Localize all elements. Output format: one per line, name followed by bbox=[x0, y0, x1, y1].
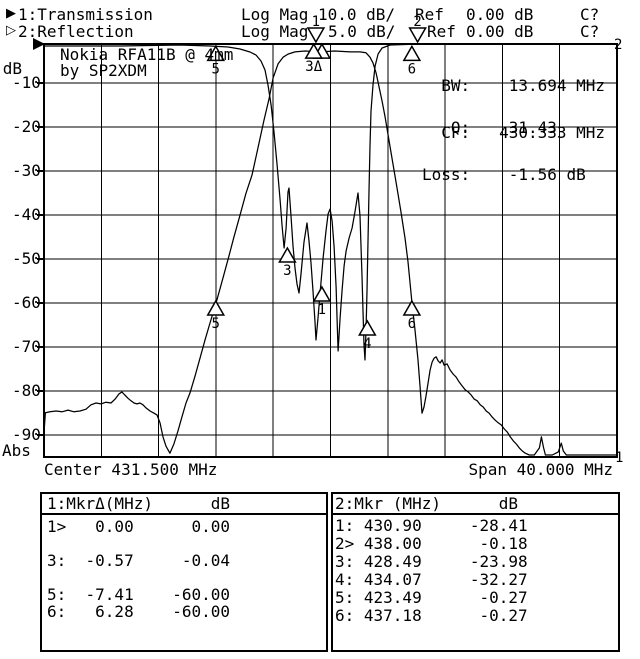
y-tick-50: -50 bbox=[12, 249, 41, 268]
center-frequency-label: Center 431.500 MHz bbox=[44, 460, 218, 479]
marker-table-transmission: 1:MkrΔ(MHz) dB 1> 0.00 0.00 3: -0.57 -0.… bbox=[40, 492, 328, 652]
trace-transmission bbox=[43, 50, 618, 456]
trace-reflection bbox=[43, 43, 618, 361]
marker-label: 1 bbox=[318, 302, 326, 318]
active-marker-icon bbox=[306, 27, 326, 44]
marker-row bbox=[42, 535, 326, 552]
marker-row: 5: 423.49 -0.27 bbox=[335, 588, 528, 607]
marker-icon bbox=[402, 44, 422, 62]
device-subtitle: by SP2XDM bbox=[60, 61, 147, 80]
marker-row: 6: 437.18 -0.27 bbox=[335, 606, 528, 625]
marker-row: 1: 430.90 -28.41 bbox=[335, 516, 528, 535]
marker-icon bbox=[358, 319, 377, 336]
q-loss-readout: Q: 31.43 Loss: -1.56 dB bbox=[422, 88, 586, 214]
cf-readout: CF: 430.333 MHz bbox=[422, 123, 606, 142]
marker-icon bbox=[402, 299, 422, 316]
marker-row: 3: 428.49 -23.98 bbox=[335, 552, 528, 571]
marker-table-2-header: 2:Mkr (MHz) dB bbox=[333, 494, 618, 515]
trace2-ref-label: Ref bbox=[427, 22, 456, 41]
trace1-ref-label: Ref bbox=[415, 5, 444, 24]
trace1-label: 1:Transmission bbox=[18, 5, 153, 24]
marker-label: 1 bbox=[312, 14, 320, 30]
marker-label: 2 bbox=[413, 14, 421, 30]
marker-row: 5: -7.41 -60.00 bbox=[47, 585, 231, 604]
marker-row: 3: -0.57 -0.04 bbox=[47, 551, 231, 570]
trace2-scale: 5.0 dB/ bbox=[328, 22, 396, 41]
marker-label: 6 bbox=[408, 61, 416, 77]
marker-label: 3Δ bbox=[305, 59, 322, 75]
marker-icon bbox=[278, 246, 297, 263]
marker-label: 5 bbox=[212, 61, 220, 77]
marker-icon bbox=[304, 42, 324, 59]
device-title: Nokia RFA11B @ 4mm bbox=[60, 45, 234, 64]
marker-icon bbox=[206, 299, 226, 316]
trace1-format: Log Mag bbox=[241, 5, 309, 24]
trace2-ref-value: 0.00 dB bbox=[466, 22, 534, 41]
trace1-scale: 10.0 dB/ bbox=[318, 5, 396, 24]
marker-label: 6 bbox=[408, 316, 416, 332]
trace2-arrow-icon: ▷ bbox=[6, 23, 16, 38]
y-tick-70: -70 bbox=[12, 337, 41, 356]
marker-row: 1> 0.00 0.00 bbox=[47, 517, 231, 536]
marker-row: 4: 434.07 -32.27 bbox=[335, 570, 528, 589]
marker-icon bbox=[206, 44, 226, 62]
trace2-label: 2:Reflection bbox=[18, 22, 134, 41]
y-tick-90: -90 bbox=[12, 425, 41, 444]
bw-cf-readout: BW: 13.694 MHz CF: 430.333 MHz bbox=[422, 46, 605, 172]
marker-table-reflection: 2:Mkr (MHz) dB 1: 430.90 -28.41 2> 438.0… bbox=[331, 492, 620, 652]
trace1-active-arrow-icon: ▶ bbox=[6, 6, 16, 21]
trace2-ref-indicator: 2 bbox=[614, 37, 623, 53]
bw-readout: BW: 13.694 MHz bbox=[422, 76, 606, 95]
y-tick-20: -20 bbox=[12, 117, 41, 136]
marker-row: 2> 438.00 -0.18 bbox=[335, 534, 528, 553]
y-axis-bottom-label: Abs bbox=[2, 441, 31, 460]
marker-label: 3 bbox=[283, 263, 291, 279]
y-tick-40: -40 bbox=[12, 205, 41, 224]
loss-readout: Loss: -1.56 dB bbox=[422, 165, 586, 184]
trace1-ref-indicator: 1 bbox=[615, 450, 624, 466]
marker-icon bbox=[312, 285, 332, 302]
y-tick-60: -60 bbox=[12, 293, 41, 312]
y-tick-30: -30 bbox=[12, 161, 41, 180]
trace1-cal-status: C? bbox=[580, 5, 600, 24]
q-readout: Q: 31.43 bbox=[422, 118, 557, 137]
marker-row: 6: 6.28 -60.00 bbox=[47, 602, 231, 621]
y-tick-80: -80 bbox=[12, 381, 41, 400]
marker-label: 5 bbox=[212, 316, 220, 332]
marker-row bbox=[42, 569, 326, 586]
span-label: Span 40.000 MHz bbox=[468, 460, 614, 479]
trace1-ref-value: 0.00 dB bbox=[466, 5, 534, 24]
y-axis-unit: dB bbox=[2, 59, 22, 78]
trace2-format: Log Mag bbox=[241, 22, 309, 41]
marker-table-1-header: 1:MkrΔ(MHz) dB bbox=[42, 494, 326, 515]
y-tick-10: -10 bbox=[12, 73, 41, 92]
active-marker-icon bbox=[408, 27, 427, 44]
marker-label: 4 bbox=[363, 336, 371, 352]
sweep-start-arrow-icon bbox=[33, 38, 45, 50]
trace2-cal-status: C? bbox=[580, 22, 600, 41]
